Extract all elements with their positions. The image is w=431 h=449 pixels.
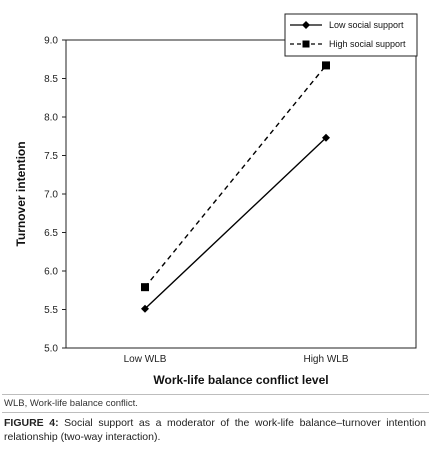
y-tick-label: 7.5 (44, 151, 58, 162)
y-tick-label: 8.0 (44, 113, 58, 124)
y-tick-label: 5.5 (44, 305, 58, 316)
line-chart: 5.0 5.5 6.0 6.5 7.0 7.5 8.0 8.5 9.0 Low WLB High … (14, 13, 418, 387)
legend-marker-low-support (302, 21, 310, 29)
data-point-high-social-support (141, 283, 149, 292)
data-point-low-social-support (141, 304, 149, 313)
legend-label-low-support: Low social support (329, 20, 404, 30)
plot-area (65, 39, 417, 349)
y-tick-label: 6.0 (44, 267, 58, 278)
y-axis-label: Turnover intention (14, 141, 28, 246)
figure-divider-top (2, 394, 429, 395)
series-layer (141, 61, 330, 313)
x-tick-label: High WLB (303, 354, 348, 365)
chart-figure: 5.0 5.5 6.0 6.5 7.0 7.5 8.0 8.5 9.0 Low WLB High … (14, 13, 418, 387)
x-axis: Low WLB High WLB (124, 354, 349, 365)
x-axis-label: Work-life balance conflict level (153, 373, 328, 387)
x-tick-label: Low WLB (124, 354, 167, 365)
legend: Low social support High social support (284, 13, 418, 57)
footnote: WLB, Work-life balance conflict. (4, 398, 138, 409)
data-point-low-social-support (322, 133, 330, 142)
y-tick-label: 9.0 (44, 36, 58, 47)
figure-caption: FIGURE 4: Social support as a moderator … (4, 416, 426, 444)
y-tick-label: 8.5 (44, 74, 58, 85)
y-tick-label: 5.0 (44, 344, 58, 355)
legend-marker-high-support (302, 40, 310, 48)
legend-box (284, 13, 418, 57)
series-line-low-social-support (144, 137, 327, 310)
data-point-high-social-support (322, 61, 330, 70)
caption-label: FIGURE 4: (4, 417, 59, 429)
caption-text: Social support as a moderator of the wor… (4, 417, 426, 443)
y-tick-label: 7.0 (44, 190, 58, 201)
series-line-high-social-support (144, 64, 327, 288)
y-tick-label: 6.5 (44, 228, 58, 239)
y-axis: 5.0 5.5 6.0 6.5 7.0 7.5 8.0 8.5 9.0 (44, 36, 66, 355)
figure-divider-bottom (2, 412, 429, 413)
legend-label-high-support: High social support (329, 39, 406, 49)
